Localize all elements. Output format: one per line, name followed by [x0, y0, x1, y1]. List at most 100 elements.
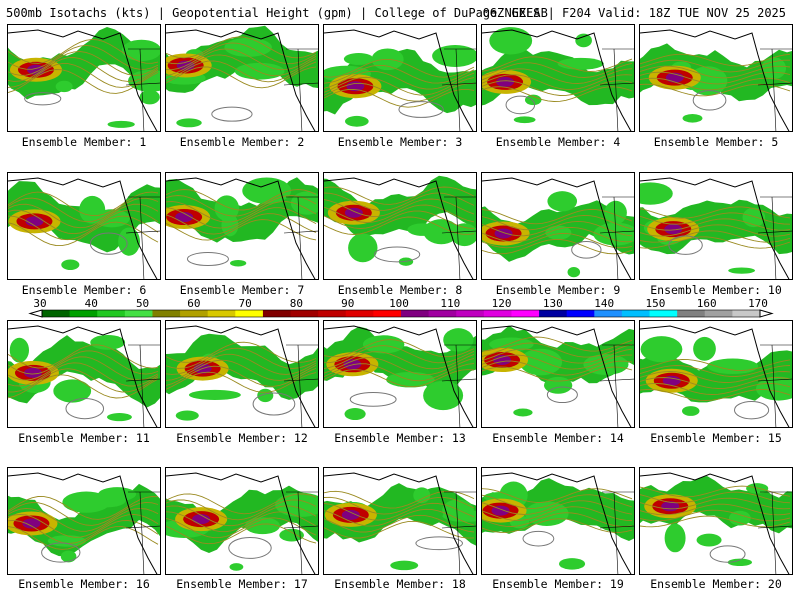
political-borders — [757, 491, 792, 574]
wind-speed-area — [524, 94, 542, 106]
isotach-map — [8, 325, 160, 427]
height-contour — [640, 59, 790, 73]
height-contour — [324, 64, 475, 84]
height-contour — [324, 345, 475, 364]
height-contour — [324, 514, 475, 533]
isotach-map — [8, 177, 160, 279]
height-contour — [482, 500, 633, 515]
height-contour — [640, 389, 791, 401]
height-contour — [166, 219, 317, 241]
colorbar-tick-label: 150 — [645, 297, 665, 310]
wind-speed-area — [242, 177, 292, 204]
political-borders — [599, 491, 634, 574]
height-contour — [482, 80, 633, 96]
wind-speed-area — [175, 410, 199, 421]
height-contour — [324, 490, 475, 509]
wind-speed-area — [696, 533, 722, 547]
isotach-map — [482, 177, 634, 279]
jet-core — [491, 505, 510, 516]
ensemble-map-panel — [7, 172, 161, 280]
height-contour — [482, 494, 633, 509]
political-borders — [441, 196, 476, 279]
wind-speed-area — [90, 335, 126, 350]
wind-speed-area — [344, 408, 366, 421]
wind-speed-area — [188, 389, 241, 400]
wind-speed-area — [432, 44, 476, 68]
jet-core — [496, 76, 515, 87]
height-contour — [415, 536, 464, 551]
height-contour — [482, 68, 633, 84]
colorbar-swatch — [594, 310, 623, 317]
ensemble-member-label: Ensemble Member: 13 — [334, 431, 466, 445]
height-contour — [571, 241, 602, 259]
height-contour — [324, 88, 475, 108]
ensemble-member-label: Ensemble Member: 7 — [179, 283, 305, 297]
height-contour — [398, 101, 444, 118]
height-contour — [166, 505, 317, 527]
wind-speed-area — [176, 118, 202, 128]
height-contour — [166, 60, 317, 83]
height-contour — [8, 51, 159, 76]
height-contour — [166, 365, 317, 387]
height-contour — [324, 520, 475, 539]
height-contour — [482, 360, 633, 376]
ensemble-member-label: Ensemble Member: 11 — [18, 431, 150, 445]
wind-speed-area — [728, 267, 755, 274]
ensemble-member-label: Ensemble Member: 5 — [653, 135, 779, 149]
height-contour — [8, 197, 159, 223]
height-contour — [252, 392, 296, 416]
height-contour — [8, 38, 159, 64]
isotach-map — [640, 472, 792, 574]
wind-speed-area — [761, 57, 787, 80]
political-borders — [125, 491, 160, 574]
height-contour — [211, 106, 253, 122]
colorbar-swatch — [290, 310, 319, 317]
wind-speed-area — [583, 354, 629, 375]
height-contour — [8, 507, 159, 532]
height-contour — [166, 54, 317, 77]
political-borders — [125, 48, 160, 131]
coastline — [324, 29, 474, 131]
ensemble-member-label: Ensemble Member: 1 — [21, 135, 147, 149]
ensemble-member-label: Ensemble Member: 20 — [650, 577, 782, 591]
ensemble-member-label: Ensemble Member: 4 — [495, 135, 621, 149]
wind-speed-area — [121, 39, 160, 62]
ensemble-map-panel — [639, 24, 793, 132]
colorbar-tick-label: 40 — [85, 297, 98, 310]
height-contour — [482, 86, 633, 102]
ensemble-member-label: Ensemble Member: 2 — [179, 135, 305, 149]
colorbar-tick-label: 100 — [389, 297, 409, 310]
isotach-map — [482, 472, 634, 574]
height-contour — [8, 191, 159, 217]
height-contour — [8, 203, 159, 229]
height-contour — [24, 92, 62, 106]
isotach-map — [8, 26, 160, 131]
height-contour — [640, 515, 791, 528]
height-contour — [324, 216, 475, 235]
colorbar-left-arrow — [28, 309, 43, 318]
colorbar-tick-label: 30 — [33, 297, 46, 310]
ensemble-member-label: Ensemble Member: 18 — [334, 577, 466, 591]
wind-speed-area — [742, 207, 766, 228]
ensemble-member-label: Ensemble Member: 8 — [337, 283, 463, 297]
wind-speed-area — [728, 510, 751, 526]
colorbar-tick-label: 130 — [543, 297, 563, 310]
colorbar-swatch — [483, 310, 512, 317]
wind-speed-area — [593, 222, 634, 246]
height-contour — [640, 236, 791, 249]
height-contour — [374, 246, 421, 263]
height-contour — [8, 69, 159, 94]
height-contour — [546, 386, 578, 404]
political-borders — [599, 48, 634, 131]
height-contour — [692, 90, 727, 111]
ensemble-member-label: Ensemble Member: 12 — [176, 431, 308, 445]
height-contour — [166, 511, 317, 533]
height-contour — [482, 348, 633, 364]
wind-speed-area — [664, 523, 686, 553]
height-contour — [324, 198, 475, 217]
height-contour — [640, 71, 791, 85]
colorbar-swatch — [401, 310, 430, 317]
height-contour — [8, 356, 159, 381]
wind-speed-area — [230, 259, 247, 267]
coastline — [324, 472, 474, 574]
